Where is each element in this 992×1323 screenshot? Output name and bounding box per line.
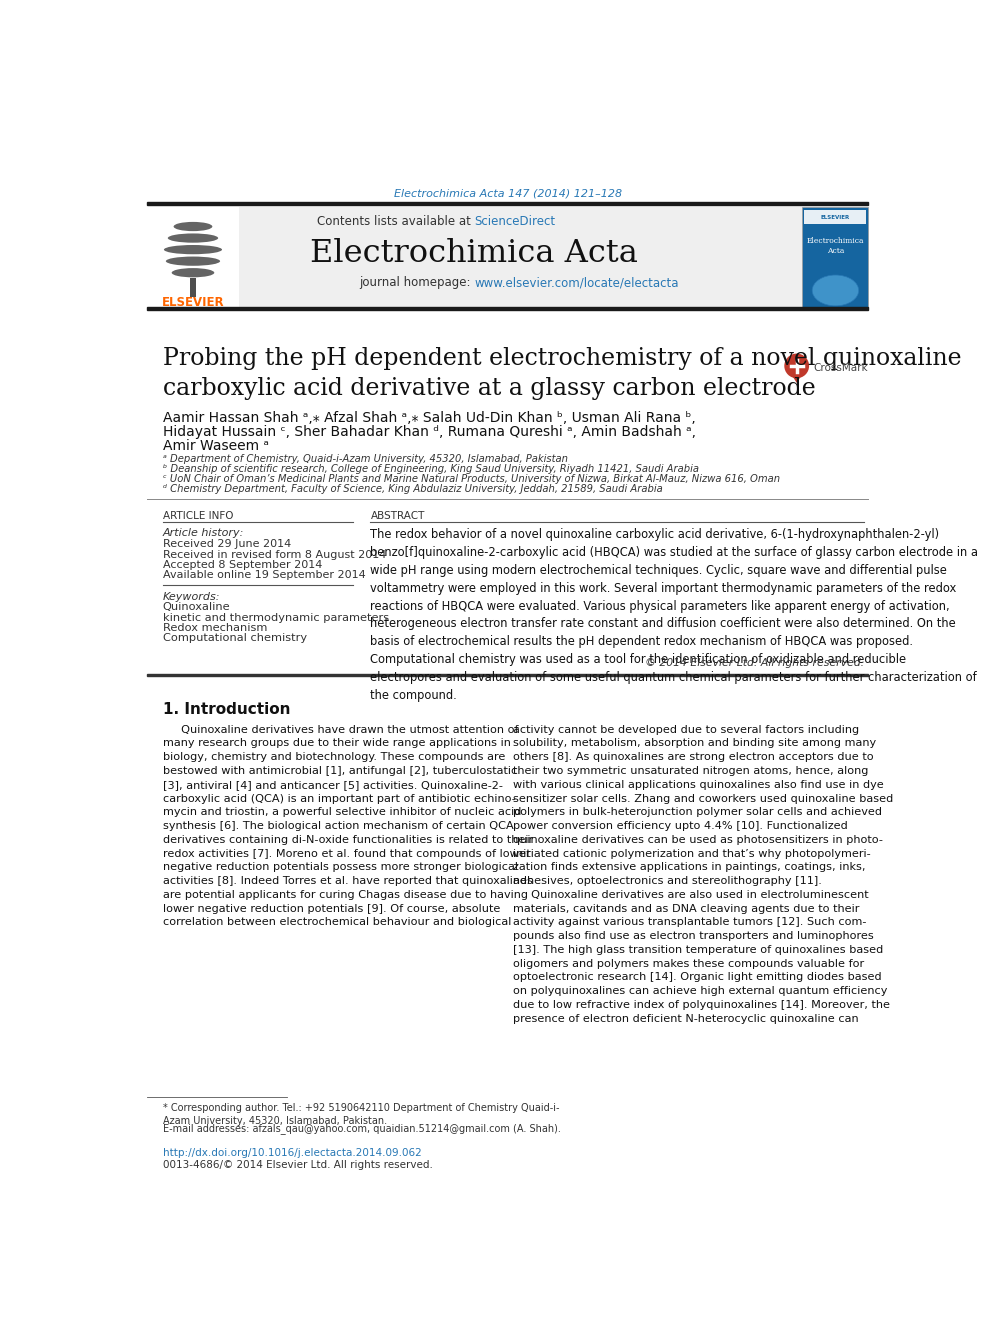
Text: Aamir Hassan Shah ᵃ,⁎ Afzal Shah ᵃ,⁎ Salah Ud-Din Khan ᵇ, Usman Ali Rana ᵇ,: Aamir Hassan Shah ᵃ,⁎ Afzal Shah ᵃ,⁎ Sal… xyxy=(163,411,695,425)
Text: Quinoxaline: Quinoxaline xyxy=(163,602,230,613)
Text: Electrochimica
Acta: Electrochimica Acta xyxy=(806,237,864,254)
Bar xyxy=(147,208,239,308)
Text: CrossMark: CrossMark xyxy=(813,364,868,373)
Text: Electrochimica Acta 147 (2014) 121–128: Electrochimica Acta 147 (2014) 121–128 xyxy=(395,188,622,198)
Text: ᶜ UoN Chair of Oman’s Medicinal Plants and Marine Natural Products, University o: ᶜ UoN Chair of Oman’s Medicinal Plants a… xyxy=(163,475,780,484)
Text: Article history:: Article history: xyxy=(163,528,244,538)
Text: ABSTRACT: ABSTRACT xyxy=(370,511,425,521)
Bar xyxy=(189,278,196,298)
Text: ᵇ Deanship of scientific research, College of Engineering, King Saud University,: ᵇ Deanship of scientific research, Colle… xyxy=(163,464,698,475)
Ellipse shape xyxy=(164,245,222,254)
Text: 0013-4686/© 2014 Elsevier Ltd. All rights reserved.: 0013-4686/© 2014 Elsevier Ltd. All right… xyxy=(163,1160,433,1170)
Text: ARTICLE INFO: ARTICLE INFO xyxy=(163,511,233,521)
Ellipse shape xyxy=(172,269,214,278)
Ellipse shape xyxy=(812,275,859,306)
Text: Electrochimica Acta: Electrochimica Acta xyxy=(310,238,638,269)
Bar xyxy=(151,218,235,306)
Bar xyxy=(803,208,868,308)
Text: 1. Introduction: 1. Introduction xyxy=(163,701,291,717)
Text: Received 29 June 2014: Received 29 June 2014 xyxy=(163,540,291,549)
Text: ScienceDirect: ScienceDirect xyxy=(474,214,556,228)
Circle shape xyxy=(785,353,809,378)
Text: © 2014 Elsevier Ltd. All rights reserved.: © 2014 Elsevier Ltd. All rights reserved… xyxy=(645,658,864,668)
Text: ᵃ Department of Chemistry, Quaid-i-Azam University, 45320, Islamabad, Pakistan: ᵃ Department of Chemistry, Quaid-i-Azam … xyxy=(163,454,567,464)
Bar xyxy=(147,307,868,311)
Ellipse shape xyxy=(166,257,220,266)
Text: Received in revised form 8 August 2014: Received in revised form 8 August 2014 xyxy=(163,549,386,560)
Bar xyxy=(147,202,868,205)
Text: journal homepage:: journal homepage: xyxy=(359,277,474,290)
Text: The redox behavior of a novel quinoxaline carboxylic acid derivative, 6-(1-hydro: The redox behavior of a novel quinoxalin… xyxy=(370,528,978,701)
Bar xyxy=(147,673,868,676)
Text: Keywords:: Keywords: xyxy=(163,591,220,602)
Bar xyxy=(805,210,866,224)
Text: Computational chemistry: Computational chemistry xyxy=(163,634,307,643)
Polygon shape xyxy=(786,366,807,382)
Text: Accepted 8 September 2014: Accepted 8 September 2014 xyxy=(163,560,322,570)
Text: Quinoxaline derivatives have drawn the utmost attention of
many research groups : Quinoxaline derivatives have drawn the u… xyxy=(163,725,533,927)
Text: ELSEVIER: ELSEVIER xyxy=(162,296,224,310)
Text: Redox mechanism: Redox mechanism xyxy=(163,623,267,634)
Text: E-mail addresses: afzals_qau@yahoo.com, quaidian.51214@gmail.com (A. Shah).: E-mail addresses: afzals_qau@yahoo.com, … xyxy=(163,1123,560,1135)
Ellipse shape xyxy=(168,233,218,242)
Text: http://dx.doi.org/10.1016/j.electacta.2014.09.062: http://dx.doi.org/10.1016/j.electacta.20… xyxy=(163,1148,422,1158)
Text: Probing the pH dependent electrochemistry of a novel quinoxaline
carboxylic acid: Probing the pH dependent electrochemistr… xyxy=(163,348,961,400)
Ellipse shape xyxy=(174,222,212,232)
Text: Available online 19 September 2014: Available online 19 September 2014 xyxy=(163,570,365,581)
Text: www.elsevier.com/locate/electacta: www.elsevier.com/locate/electacta xyxy=(474,277,679,290)
Text: Hidayat Hussain ᶜ, Sher Bahadar Khan ᵈ, Rumana Qureshi ᵃ, Amin Badshah ᵃ,: Hidayat Hussain ᶜ, Sher Bahadar Khan ᵈ, … xyxy=(163,425,695,439)
Text: kinetic and thermodynamic parameters: kinetic and thermodynamic parameters xyxy=(163,613,389,623)
Text: Amir Waseem ᵃ: Amir Waseem ᵃ xyxy=(163,439,269,452)
Text: ELSEVIER: ELSEVIER xyxy=(820,214,850,220)
Text: * Corresponding author. Tel.: +92 5190642110 Department of Chemistry Quaid-i-
Az: * Corresponding author. Tel.: +92 519064… xyxy=(163,1103,559,1126)
Text: ᵈ Chemistry Department, Faculty of Science, King Abdulaziz University, Jeddah, 2: ᵈ Chemistry Department, Faculty of Scien… xyxy=(163,484,663,495)
Text: activity cannot be developed due to several factors including
solubility, metabo: activity cannot be developed due to seve… xyxy=(513,725,894,1024)
Bar xyxy=(239,208,803,308)
Text: Contents lists available at: Contents lists available at xyxy=(316,214,474,228)
